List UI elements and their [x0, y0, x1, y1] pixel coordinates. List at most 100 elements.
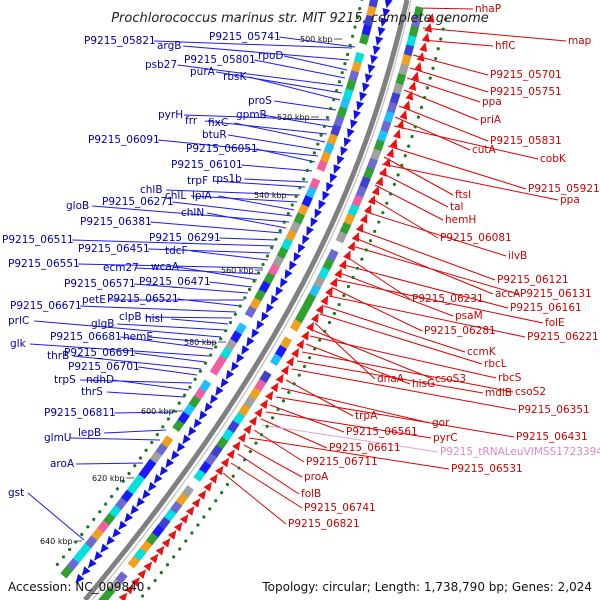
gene-label[interactable]: P9215_05741	[209, 31, 281, 43]
gene-label[interactable]: P9215_05751	[490, 86, 562, 98]
gene-label[interactable]: frr	[185, 115, 198, 127]
gene-label[interactable]: thrB	[47, 350, 69, 362]
gene-label[interactable]: folB	[301, 488, 321, 500]
gene-label[interactable]: petE	[82, 294, 106, 306]
gene-label[interactable]: P9215_06531	[451, 463, 523, 475]
gene-label[interactable]: pyrC	[433, 432, 458, 444]
gene-label[interactable]: btuR	[202, 129, 227, 141]
gene-label[interactable]: P9215_06451	[78, 243, 150, 255]
gene-label[interactable]: P9215_06811	[44, 407, 116, 419]
gene-label[interactable]: hisG	[412, 378, 435, 390]
gene-label[interactable]: gor	[432, 417, 450, 429]
gene-label[interactable]: P9215_06471	[139, 276, 211, 288]
gene-label[interactable]: P9215_06691	[64, 347, 136, 359]
gene-label[interactable]: P9215_06161	[510, 302, 582, 314]
gene-label[interactable]: ppa	[482, 96, 502, 108]
gene-label[interactable]: P9215_06131	[520, 288, 592, 300]
gene-label[interactable]: trpS	[54, 374, 76, 386]
gene-label[interactable]: clpB	[119, 311, 142, 323]
gene-label[interactable]: proA	[304, 471, 329, 483]
gene-label[interactable]: cobK	[540, 153, 567, 165]
gene-label[interactable]: P9215_05701	[490, 69, 562, 81]
gene-label[interactable]: P9215_05801	[184, 54, 256, 66]
gene-label[interactable]: hflC	[495, 40, 516, 52]
gene-label[interactable]: purA	[190, 66, 216, 78]
gene-label[interactable]: hemH	[445, 214, 476, 226]
gene-label[interactable]: P9215_06741	[304, 502, 376, 514]
gene-label[interactable]: proS	[248, 95, 272, 107]
gene-label[interactable]: ndhD	[86, 374, 114, 386]
gene-label[interactable]: ecm27	[103, 262, 139, 274]
gene-label[interactable]: dnaA	[377, 373, 405, 385]
gene-label[interactable]: trpF	[187, 175, 208, 187]
gene-label[interactable]: P9215_06231	[412, 293, 484, 305]
gene-label[interactable]: P9215_06561	[346, 426, 418, 438]
gene-label[interactable]: trpA	[355, 410, 378, 422]
gene-label[interactable]: ppa	[560, 194, 580, 206]
gene-label[interactable]: csoS3	[435, 373, 466, 385]
gene-label[interactable]: chlL	[165, 190, 186, 202]
gene-label[interactable]: priA	[480, 114, 502, 126]
gene-label[interactable]: tdcF	[165, 245, 188, 257]
gene-label[interactable]: chlN	[181, 207, 204, 219]
gene-label[interactable]: psaM	[455, 310, 483, 322]
gene-label[interactable]: P9215_06511	[2, 234, 74, 246]
gene-label[interactable]: gpmB	[236, 109, 267, 121]
gene-label[interactable]: csoS2	[515, 386, 546, 398]
gene-label[interactable]: psb27	[145, 59, 177, 71]
gene-label[interactable]: P9215_06081	[440, 232, 512, 244]
gene-label[interactable]: glmU	[44, 432, 72, 444]
gene-label[interactable]: gloB	[66, 200, 89, 212]
gene-label[interactable]: map	[568, 35, 592, 47]
gene-label[interactable]: chlB	[140, 184, 163, 196]
gene-label[interactable]: aroA	[50, 458, 75, 470]
gene-label[interactable]: ftsI	[455, 189, 471, 201]
gene-label[interactable]: ccmK	[467, 346, 497, 358]
gene-label[interactable]: P9215_06051	[186, 143, 258, 155]
gene-label[interactable]: P9215_06271	[102, 196, 174, 208]
gene-label[interactable]: P9215_06611	[329, 442, 401, 454]
gene-label[interactable]: P9215_06701	[68, 361, 140, 373]
gene-label[interactable]: rbcS	[498, 372, 522, 384]
gene-label[interactable]: P9215_06221	[527, 331, 599, 343]
gene-label[interactable]: P9215_06121	[497, 274, 569, 286]
gene-label[interactable]: P9215_06101	[171, 159, 243, 171]
gene-label[interactable]: P9215_06431	[516, 431, 588, 443]
gene-label[interactable]: gst	[8, 487, 24, 499]
gene-label[interactable]: mdlB	[485, 387, 512, 399]
gene-label[interactable]: argB	[157, 40, 181, 52]
gene-label[interactable]: glk	[10, 338, 27, 350]
gene-label[interactable]: rpoD	[258, 50, 284, 62]
gene-label[interactable]: folE	[545, 317, 565, 329]
gene-label[interactable]: wcaA	[151, 261, 180, 273]
gene-label[interactable]: prlC	[8, 315, 29, 327]
gene-label[interactable]: accA	[495, 288, 521, 300]
gene-label[interactable]: P9215_06381	[80, 216, 152, 228]
gene-label[interactable]: P9215_06671	[10, 300, 82, 312]
gene-label[interactable]: P9215_06821	[288, 518, 360, 530]
gene-label[interactable]: P9215_06091	[88, 134, 160, 146]
gene-label[interactable]: ilvB	[508, 250, 527, 262]
gene-label[interactable]: thrS	[81, 386, 103, 398]
gene-label[interactable]: P9215_06351	[518, 404, 590, 416]
gene-label[interactable]: fixC	[208, 117, 228, 129]
gene-label[interactable]: P9215_06281	[424, 325, 496, 337]
trna-label[interactable]: P9215_tRNALeuVIMSS1723394	[440, 446, 600, 458]
gene-label[interactable]: lepB	[78, 427, 101, 439]
gene-label[interactable]: P9215_06291	[149, 232, 221, 244]
gene-label[interactable]: rps1b	[212, 173, 242, 185]
gene-label[interactable]: P9215_06571	[64, 278, 136, 290]
gene-label[interactable]: pyrH	[158, 109, 183, 121]
gene-label[interactable]: nhaP	[475, 3, 501, 15]
gene-label[interactable]: tal	[450, 201, 463, 213]
gene-label[interactable]: hemE	[123, 331, 153, 343]
gene-label[interactable]: P9215_05821	[84, 35, 156, 47]
gene-label[interactable]: P9215_06681	[50, 331, 122, 343]
gene-label[interactable]: rbcL	[484, 358, 507, 370]
gene-label[interactable]: P9215_05831	[490, 135, 562, 147]
gene-label[interactable]: P9215_05921	[528, 183, 600, 195]
gene-label[interactable]: P9215_06711	[306, 456, 378, 468]
gene-label[interactable]: hisI	[145, 313, 163, 325]
gene-label[interactable]: glgB	[91, 318, 114, 330]
gene-label[interactable]: P9215_06551	[8, 258, 80, 270]
